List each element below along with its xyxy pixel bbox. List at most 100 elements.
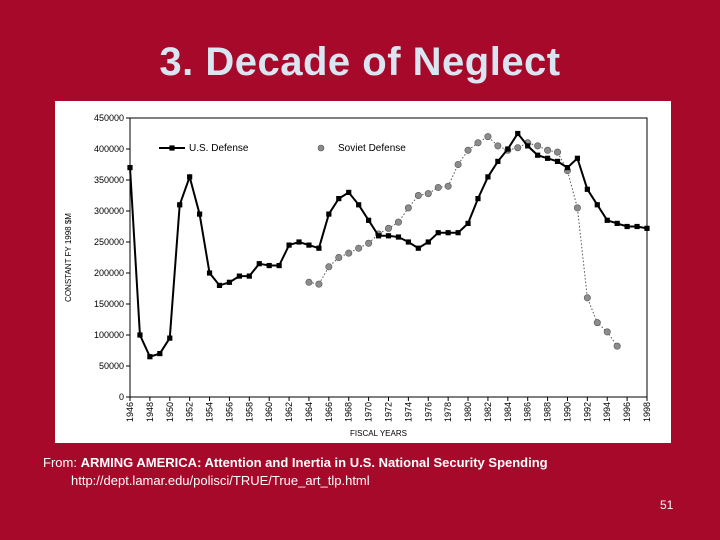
- soviet-defense-point: [414, 192, 422, 200]
- us-defense-point: [336, 196, 342, 202]
- us-defense-point: [256, 261, 262, 267]
- x-tick-label: 1964: [304, 402, 314, 422]
- us-defense-point: [266, 262, 272, 269]
- soviet-defense-point: [514, 144, 522, 152]
- us-defense-point: [475, 196, 481, 202]
- slide-title: 3. Decade of Neglect: [159, 40, 561, 84]
- x-tick-label: 1972: [384, 402, 394, 422]
- us-defense-point: [564, 165, 571, 171]
- defense-spending-chart: 0 50000 100000 150000 200000 250000 300000 3500…: [64, 113, 652, 438]
- us-defense-point: [405, 239, 411, 245]
- soviet-defense-point: [484, 133, 492, 141]
- x-tick-label: 1960: [264, 402, 274, 422]
- soviet-defense-point: [424, 190, 432, 198]
- soviet-defense-point: [444, 182, 452, 190]
- us-defense-point: [127, 165, 133, 171]
- x-tick-label: 1988: [543, 402, 553, 422]
- us-defense-point: [505, 146, 511, 152]
- x-tick-label: 1984: [503, 402, 513, 422]
- us-defense-point: [187, 174, 193, 180]
- soviet-defense-point: [365, 239, 373, 247]
- us-defense-point: [445, 230, 451, 236]
- us-defense-point: [485, 174, 491, 180]
- us-defense-point: [644, 225, 650, 231]
- us-defense-point: [246, 273, 252, 279]
- y-tick-label: 0: [119, 392, 124, 402]
- x-tick-label: 1982: [483, 402, 493, 422]
- y-tick-label: 50000: [99, 361, 124, 371]
- x-tick-label: 1946: [125, 402, 135, 422]
- soviet-defense-point: [345, 249, 353, 257]
- us-defense-point: [157, 351, 163, 357]
- us-defense-point: [455, 230, 461, 236]
- x-tick-label: 1948: [145, 402, 155, 422]
- us-defense-point: [346, 189, 352, 195]
- us-defense-point: [614, 220, 620, 226]
- x-tick-label: 1980: [463, 402, 473, 422]
- us-defense-point: [306, 242, 312, 248]
- x-tick-label: 1970: [364, 402, 374, 422]
- soviet-defense-point: [583, 294, 591, 302]
- source-title: ARMING AMERICA: Attention and Inertia in…: [80, 455, 548, 470]
- us-defense-point: [375, 233, 382, 239]
- us-defense-point: [196, 211, 203, 217]
- x-tick-label: 1954: [205, 402, 215, 422]
- us-defense-point: [554, 158, 561, 164]
- soviet-defense-point: [355, 244, 363, 252]
- x-tick-label: 1974: [403, 402, 413, 422]
- us-defense-point: [604, 217, 610, 223]
- soviet-defense-point: [603, 328, 611, 336]
- y-tick-label: 150000: [94, 299, 124, 309]
- y-tick-label: 300000: [94, 206, 124, 216]
- x-tick-label: 1956: [224, 402, 234, 422]
- soviet-defense-point: [494, 142, 502, 150]
- soviet-defense-point: [434, 183, 442, 191]
- legend-soviet-label: Soviet Defense: [338, 143, 406, 154]
- soviet-defense-point: [394, 218, 402, 226]
- x-tick-label: 1968: [344, 402, 354, 422]
- page-number: 51: [660, 498, 674, 512]
- us-defense-point: [525, 143, 531, 149]
- us-defense-point: [435, 230, 441, 236]
- soviet-defense-point: [534, 142, 542, 150]
- us-defense-point: [425, 239, 431, 245]
- us-defense-point: [495, 158, 501, 164]
- soviet-defense-point: [464, 146, 472, 154]
- x-tick-label: 1986: [523, 402, 533, 422]
- x-tick-label: 1950: [165, 402, 175, 422]
- soviet-defense-point: [305, 278, 313, 286]
- us-defense-point: [574, 155, 581, 161]
- us-defense-point: [465, 220, 471, 226]
- soviet-defense-point: [315, 280, 323, 288]
- x-tick-label: 1990: [562, 402, 572, 422]
- us-defense-point: [286, 242, 292, 248]
- soviet-defense-point: [404, 204, 412, 212]
- us-defense-point: [515, 130, 521, 137]
- x-tick-label: 1966: [324, 402, 334, 422]
- soviet-defense-point: [544, 146, 552, 154]
- us-defense-point: [385, 233, 392, 239]
- soviet-defense-point: [335, 254, 343, 262]
- soviet-defense-point: [613, 342, 621, 350]
- source-prefix: From:: [43, 455, 81, 470]
- y-tick-label: 400000: [94, 144, 124, 154]
- chart-panel: 0 50000 100000 150000 200000 250000 300000 3500…: [55, 101, 671, 443]
- us-defense-point: [356, 202, 362, 208]
- us-defense-point: [147, 354, 153, 360]
- us-defense-point: [624, 223, 630, 230]
- soviet-defense-point: [554, 148, 562, 156]
- us-defense-point: [535, 152, 541, 158]
- x-tick-label: 1952: [185, 402, 195, 422]
- x-axis-title: FISCAL YEARS: [350, 429, 407, 438]
- source-url[interactable]: http://dept.lamar.edu/polisci/TRUE/True_…: [71, 473, 370, 488]
- x-tick-label: 1978: [443, 402, 453, 422]
- soviet-defense-point: [593, 319, 601, 327]
- legend-soviet-marker: [317, 144, 325, 152]
- us-defense-point: [634, 223, 640, 230]
- x-tick-label: 1958: [244, 402, 254, 422]
- us-defense-point: [137, 332, 143, 338]
- soviet-defense-point: [454, 160, 462, 168]
- us-defense-point: [167, 335, 173, 341]
- y-tick-label: 350000: [94, 175, 124, 185]
- y-axis-title: CONSTANT FY 1998 $M: [64, 213, 73, 302]
